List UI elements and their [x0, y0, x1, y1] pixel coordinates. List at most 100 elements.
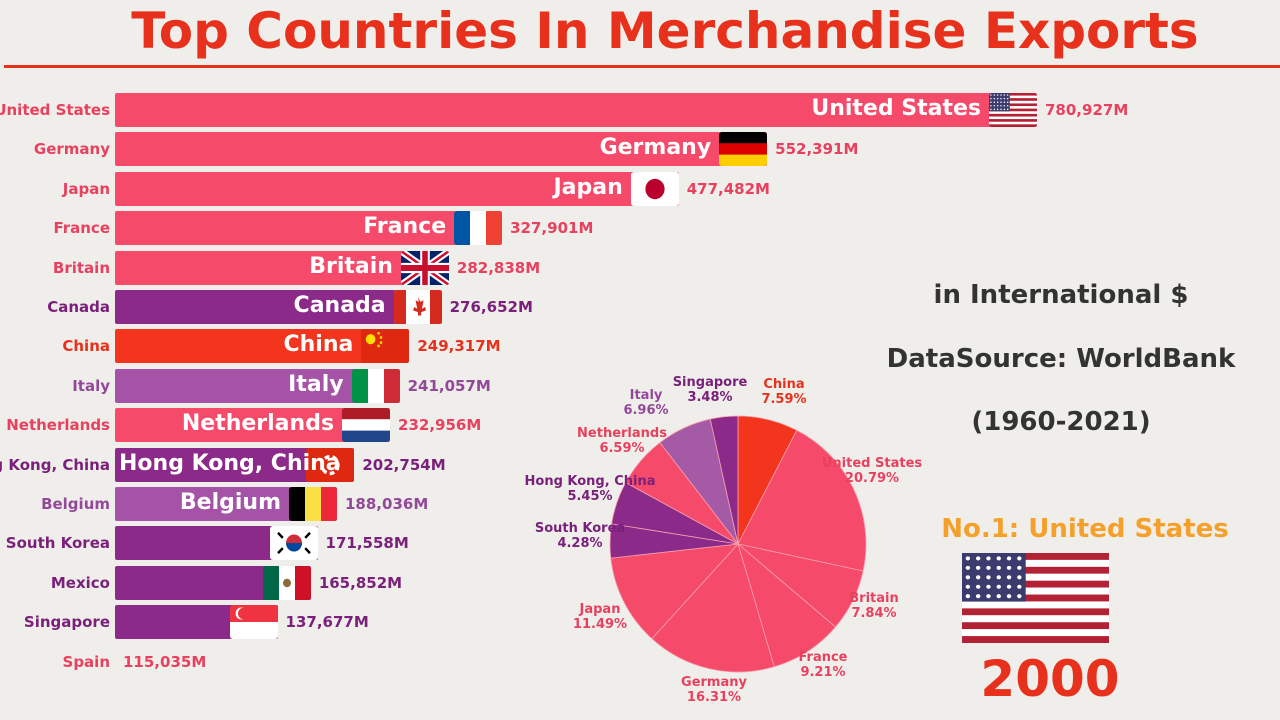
bar-inner-label: Hong Kong, China [119, 450, 341, 476]
flag-kr-icon [269, 526, 318, 561]
pie-slice [651, 543, 775, 673]
leader-label: No.1: United States [941, 514, 1229, 544]
bar-category-label: Italy [72, 376, 110, 395]
pie-slice-label: Hong Kong, China 5.45% [525, 474, 656, 504]
pie-percent: 20.79% [844, 471, 900, 486]
year-label: 2000 [980, 650, 1120, 708]
pie-percent: 3.48% [687, 390, 733, 405]
source-note: DataSource: WorldBank [886, 344, 1236, 374]
pie-category: South Korea [534, 521, 626, 536]
bar-inner-label: France [363, 214, 447, 240]
bar-category-label: South Korea [5, 534, 110, 553]
bar-category-label: Britain [52, 258, 110, 277]
bar-category-label: Singapore [23, 613, 110, 632]
flag-sg-icon [229, 605, 278, 640]
bar-inner-label: Netherlands [181, 411, 335, 437]
bar-category-label: Canada [47, 298, 110, 316]
pie-slice-label: Singapore 3.48% [673, 375, 748, 405]
bar-value-label: 137,677M [285, 613, 369, 632]
flag-cn-icon [361, 329, 410, 364]
unit-note: in International $ [933, 280, 1189, 310]
flag-mx-icon [262, 565, 311, 600]
flag-jp-icon [630, 171, 679, 206]
leader-flag-us-icon [962, 553, 1109, 643]
bar [115, 250, 449, 285]
flag-be-icon [289, 487, 337, 521]
pie-category: Netherlands [577, 426, 667, 441]
bar-inner-label: China [283, 332, 354, 358]
bar-value-label: 282,838M [456, 258, 541, 277]
bar [115, 211, 503, 246]
bar-inner-label: Britain [309, 253, 393, 279]
flag-ca-icon [393, 290, 442, 324]
bar-value-label: 241,057M [407, 376, 491, 395]
bar-value-label: 202,754M [362, 455, 446, 474]
bar-inner-label: United States [811, 96, 981, 121]
bar-value-label: 249,317M [417, 337, 501, 356]
pie-category: Germany [681, 675, 747, 690]
pie-category: Italy [629, 388, 663, 403]
title-divider [4, 65, 1280, 68]
bar-category-label: Spain [62, 652, 110, 671]
bar-value-label: 780,927M [1045, 101, 1129, 119]
bar-category-label: Hong Kong, China [0, 455, 110, 474]
pie-slice [610, 543, 740, 640]
bar-value-label: 276,652M [449, 298, 533, 316]
pie-category: United States [821, 456, 923, 471]
pie-slice-label: France 9.21% [798, 650, 847, 680]
bar-value-label: 552,391M [775, 140, 859, 159]
pie-category: France [798, 650, 848, 665]
pie-category: Singapore [672, 375, 748, 390]
pie-slice-label: Japan 11.49% [573, 602, 627, 632]
bar [115, 290, 442, 324]
bar-category-label: China [62, 337, 110, 356]
bar-value-label: 171,558M [325, 534, 409, 553]
bar-category-label: United States [0, 101, 110, 119]
bar-category-label: Japan [62, 179, 110, 198]
pie-percent: 16.31% [686, 690, 742, 705]
pie-category: Hong Kong, China [524, 474, 656, 489]
bar-inner-label: Japan [553, 174, 623, 200]
bar-value-label: 327,901M [510, 219, 594, 238]
pie-percent: 6.96% [623, 403, 669, 418]
bar [115, 171, 679, 206]
flag-de-icon [719, 132, 768, 167]
bar-category-label: Mexico [50, 573, 110, 592]
bar-value-label: 477,482M [686, 179, 770, 198]
pie-percent: 11.49% [572, 617, 628, 632]
pie-slice-label: Britain 7.84% [849, 591, 898, 621]
flag-it-icon [351, 368, 400, 403]
pie-slice [709, 415, 739, 545]
pie-slice-label: Italy 6.96% [623, 388, 668, 418]
bar-category-label: Belgium [41, 495, 110, 513]
flag-fr-icon [454, 211, 503, 246]
bar [115, 132, 768, 167]
pie-slice-label: Germany 16.31% [681, 675, 747, 705]
bar-inner-label: Italy [288, 371, 344, 397]
flag-hk-icon [306, 447, 355, 482]
bar [115, 329, 410, 364]
range-note: (1960-2021) [971, 407, 1151, 437]
bar-value-label: 115,035M [123, 652, 207, 671]
pie-percent: 6.59% [599, 441, 645, 456]
bar-value-label: 165,852M [318, 573, 403, 592]
pie-category: China [763, 377, 805, 392]
bar [115, 93, 1037, 127]
flag-us-icon [989, 93, 1037, 127]
pie-percent: 7.59% [761, 392, 807, 407]
pie-slice-label: Netherlands 6.59% [577, 426, 667, 456]
pie-slice-label: South Korea 4.28% [535, 521, 625, 551]
pie-slice-label: China 7.59% [761, 377, 806, 407]
pie-percent: 5.45% [567, 489, 613, 504]
pie-slice [737, 429, 867, 572]
pie-percent: 7.84% [851, 606, 897, 621]
bar-category-label: Netherlands [6, 416, 110, 435]
bar-value-label: 232,956M [398, 416, 482, 435]
flag-gb-icon [400, 250, 449, 285]
bar-category-label: Germany [33, 140, 110, 159]
pie-category: Britain [849, 591, 899, 606]
pie-percent: 9.21% [800, 665, 846, 680]
bar-inner-label: Germany [599, 135, 712, 161]
pie-percent: 4.28% [557, 536, 603, 551]
